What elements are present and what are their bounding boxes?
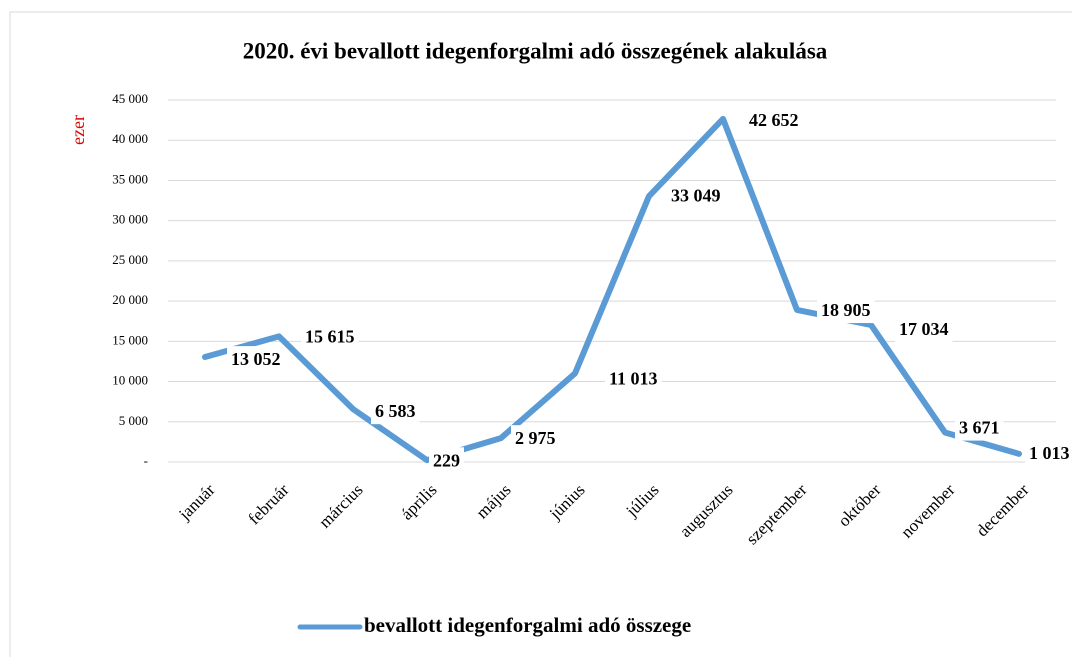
data-label: 17 034 [899,319,949,339]
data-label: 6 583 [375,401,416,421]
data-label: 13 052 [231,349,281,369]
data-label: 229 [433,450,460,470]
data-label-bg [429,447,464,474]
y-tick-label: 10 000 [112,373,148,388]
data-label-bg [745,107,803,134]
data-label: 11 013 [609,369,658,389]
y-tick-label: 30 000 [112,212,148,227]
data-label: 2 975 [515,428,556,448]
data-label-bg [667,182,725,209]
y-tick-label: 25 000 [112,252,148,267]
y-tick-label: 40 000 [112,131,148,146]
data-label-bg [1025,439,1072,466]
y-tick-label: 35 000 [112,171,148,186]
data-label-bg [227,346,285,373]
data-label: 1 013 [1029,443,1070,463]
legend-label: bevallott idegenforgalmi adó összege [364,613,691,637]
y-tick-label: - [144,453,148,468]
data-label-bg [817,297,875,324]
y-tick-label: 20 000 [112,292,148,307]
data-label: 18 905 [821,300,871,320]
data-label-bg [511,425,560,452]
y-tick-label: 15 000 [112,332,148,347]
data-label: 15 615 [305,327,355,347]
data-label: 3 671 [959,418,1000,438]
data-label-bg [371,398,420,425]
data-label-bg [301,323,359,350]
y-tick-label: 5 000 [119,413,148,428]
y-axis-label: ezer [68,115,88,145]
data-line [202,115,1022,464]
data-label-bg [955,414,1004,441]
data-label-bg [605,365,662,392]
y-tick-label: 45 000 [112,91,148,106]
data-label-bg [895,316,953,343]
chart-title: 2020. évi bevallott idegenforgalmi adó ö… [243,38,828,63]
data-label: 42 652 [749,110,799,130]
data-label: 33 049 [671,185,721,205]
